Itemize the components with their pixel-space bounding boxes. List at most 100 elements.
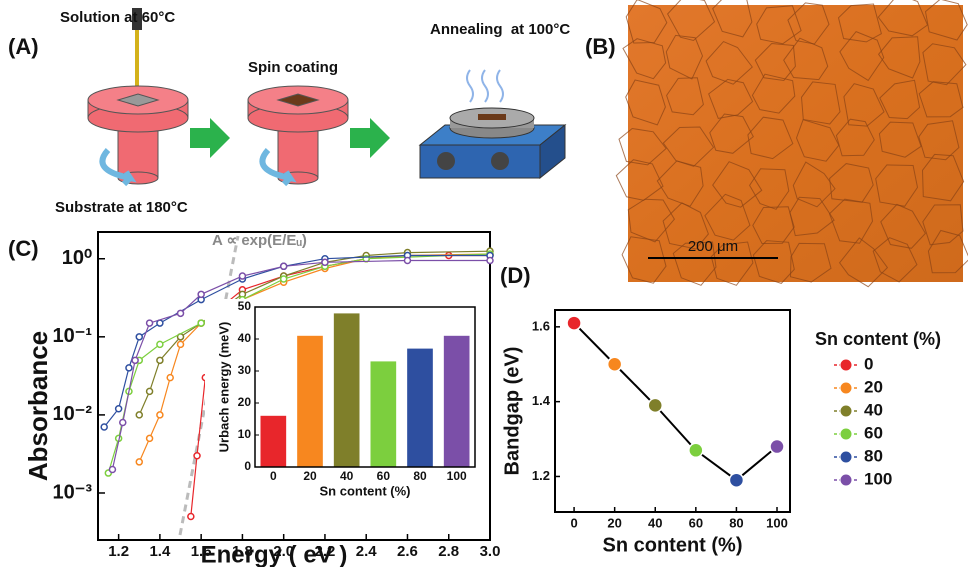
grain — [924, 0, 968, 41]
grain — [927, 229, 968, 274]
data-point — [131, 356, 139, 365]
y-tick-label: 1.2 — [532, 468, 550, 483]
grain — [666, 77, 704, 116]
data-point — [135, 333, 144, 341]
grain — [752, 206, 795, 245]
y-tick-label: 10⁻³ — [53, 481, 93, 503]
y-axis-label: Absorbance — [23, 331, 53, 481]
grain — [747, 116, 794, 160]
grain — [918, 81, 964, 118]
data-point — [197, 290, 205, 299]
grain — [838, 237, 889, 288]
y-tick-label: 10 — [238, 427, 252, 441]
legend-marker — [839, 358, 853, 372]
data-point — [606, 356, 623, 372]
data-point — [166, 373, 174, 382]
legend-marker — [839, 450, 853, 464]
x-tick-label: 60 — [377, 469, 391, 483]
grain — [878, 121, 922, 158]
data-point — [145, 434, 154, 443]
panel-label: (D) — [500, 263, 531, 288]
y-tick-label: 1.6 — [532, 318, 550, 333]
x-axis-label: Energy ( eV ) — [201, 541, 348, 567]
step-label: Annealing at 100°C — [430, 21, 570, 38]
x-tick-label: 40 — [648, 515, 662, 530]
y-tick-label: 30 — [238, 363, 252, 377]
process-diagram — [87, 8, 567, 187]
x-tick-label: 0 — [570, 515, 577, 530]
data-point — [145, 387, 154, 396]
plot-frame — [97, 231, 491, 541]
grain — [839, 30, 885, 82]
grain — [754, 42, 796, 82]
data-point — [279, 262, 288, 271]
grain — [749, 168, 790, 210]
data-point — [647, 397, 664, 414]
series-line — [573, 322, 778, 482]
x-tick-label: 80 — [413, 469, 427, 483]
grain — [752, 240, 795, 284]
data-point — [100, 423, 108, 431]
data-point — [135, 411, 144, 419]
grain — [828, 198, 874, 244]
data-point — [156, 411, 164, 419]
data-point — [728, 472, 745, 488]
x-axis-label: Sn content (%) — [603, 534, 743, 556]
grain — [618, 127, 667, 166]
x-tick-label: 3.0 — [480, 543, 501, 560]
grain — [662, 126, 715, 167]
x-tick-label: 2.4 — [356, 543, 378, 560]
x-tick-label: 1.8 — [232, 543, 253, 560]
grain — [751, 73, 796, 114]
x-tick-label: 20 — [607, 515, 621, 530]
data-point — [119, 418, 127, 427]
grain — [872, 237, 918, 283]
grain — [795, 119, 840, 162]
grain — [789, 196, 835, 237]
grain — [712, 0, 753, 38]
grain — [709, 113, 754, 154]
y-tick-label: 50 — [238, 299, 252, 313]
scale-bar-label: 200 μm — [688, 238, 738, 255]
y-tick-label: 10⁻² — [53, 403, 93, 425]
grain — [662, 202, 709, 250]
x-tick-label: 2.6 — [397, 543, 418, 560]
x-tick-label: 2.0 — [273, 543, 294, 560]
grain — [921, 153, 965, 202]
legend-label: 20 — [864, 377, 883, 396]
grain — [922, 43, 967, 86]
grain — [792, 161, 836, 208]
grain — [672, 241, 717, 286]
x-tick-label: 20 — [303, 469, 317, 483]
grain — [756, 5, 802, 45]
step-label: Spin coating — [248, 59, 338, 76]
legend-label: 40 — [864, 400, 883, 419]
grain — [625, 79, 666, 126]
data-point — [238, 272, 247, 280]
data-point — [486, 256, 494, 265]
grain — [625, 0, 668, 44]
data-point — [108, 465, 117, 474]
data-point — [125, 364, 133, 372]
bar — [370, 361, 397, 467]
x-tick-label: 60 — [689, 515, 703, 530]
data-point — [156, 340, 164, 349]
grain — [837, 3, 882, 43]
grain — [666, 0, 716, 42]
panel-label: (C) — [8, 236, 39, 261]
plot-frame — [554, 309, 791, 513]
data-point — [688, 442, 704, 459]
data-point — [145, 319, 154, 327]
annotation: A ∝ exp(E/Eᵤ) — [212, 232, 307, 249]
grain — [880, 203, 927, 249]
legend-label: 0 — [864, 354, 873, 373]
x-tick-label: 1.2 — [108, 543, 129, 560]
x-tick-label: 2.2 — [315, 543, 336, 560]
grain — [877, 0, 929, 37]
micrograph — [628, 5, 963, 282]
grain — [704, 193, 751, 241]
grain — [922, 204, 964, 246]
panel-label: (A) — [8, 34, 39, 59]
legend-label: 100 — [864, 469, 892, 488]
